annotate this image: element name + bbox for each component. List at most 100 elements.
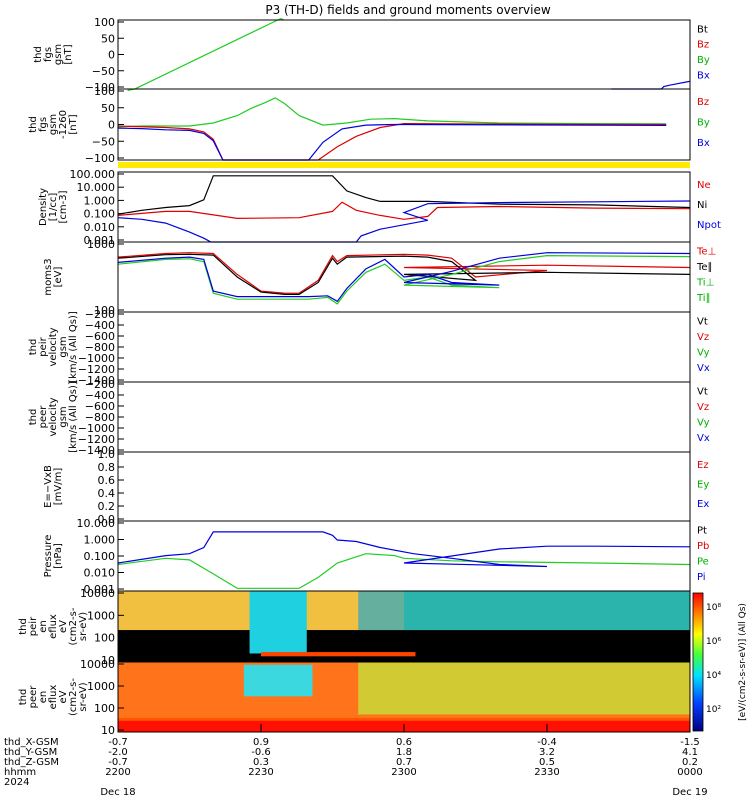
y-axis-label-line: eV xyxy=(58,690,69,703)
y-axis-label-line: Density xyxy=(38,188,49,226)
y-axis-label-line: thd xyxy=(18,689,29,706)
y-tick-label: 10000 xyxy=(80,587,115,600)
y-axis-label-line: [mV/m] xyxy=(53,468,64,506)
y-axis-label: Pressure[nPa] xyxy=(43,535,64,578)
y-axis-label: thdpeervelocitygsm[km/s (All Qs)] xyxy=(28,381,79,453)
y-axis-label: thdfgsgsm-1260[nT] xyxy=(28,110,79,139)
colorbar-ramp xyxy=(692,592,704,732)
panel-frame xyxy=(117,311,691,383)
legend-entry: Pb xyxy=(697,541,709,552)
orbit-value: 0.3 xyxy=(253,757,269,768)
y-axis-label-line: peir xyxy=(38,336,49,356)
y-axis-label: thdpeirvelocitygsm[km/s (All Qs)] xyxy=(28,311,79,383)
y-tick-label: −400 xyxy=(85,319,115,332)
legend-entry: Vt xyxy=(697,316,708,327)
legend-entry: Ey xyxy=(697,479,709,490)
y-tick-label: 0 xyxy=(108,49,115,62)
legend-entry: Ti⊥ xyxy=(696,278,714,289)
colorbar: 10⁸ 10⁶ 10⁴ 10² [eV/(cm2-s-sr-eV)] (All Qs) xyxy=(692,592,748,732)
y-tick-label: −1200 xyxy=(78,433,115,446)
y-tick-label: 0.010 xyxy=(84,567,116,580)
orbit-value: 2200 xyxy=(105,767,130,778)
y-tick-label: 0.8 xyxy=(98,461,116,474)
yellow-flag-strip xyxy=(118,162,690,168)
orbit-value: 4.1 xyxy=(682,747,698,758)
y-tick-label: 10.000 xyxy=(77,181,116,194)
orbit-value: 2230 xyxy=(248,767,273,778)
y-tick-label: −1400 xyxy=(78,444,115,457)
panel-pressure: 10.0001.0000.1000.0100.001Pressure[nPa]P… xyxy=(43,517,709,596)
y-tick-label: 100 xyxy=(94,632,115,645)
y-tick-label: 0.001 xyxy=(84,583,116,596)
series-line-temp-0 xyxy=(117,252,690,294)
y-axis-label-line: thd xyxy=(28,116,39,133)
y-tick-label: 1000 xyxy=(87,238,115,251)
y-axis-label-line: [1/cc] xyxy=(48,193,59,222)
y-axis-label-line: [cm-3] xyxy=(58,190,69,223)
y-axis-label-line: -1260 xyxy=(58,110,69,139)
y-axis-label-line: (cm2-s- xyxy=(68,607,79,645)
orbit-value: 0.5 xyxy=(539,757,555,768)
orbit-value: -0.6 xyxy=(251,747,271,758)
legend-entry: Vz xyxy=(697,402,709,413)
y-axis-label-line: thd xyxy=(18,618,29,635)
y-tick-label: −400 xyxy=(85,389,115,402)
colorbar-tick-label: 10⁶ xyxy=(706,637,721,647)
y-axis-label-line: en xyxy=(38,620,49,633)
panel-peer-vel: −200−400−600−800−1000−1200−1400thdpeerve… xyxy=(28,378,710,457)
legend-entry: Ez xyxy=(697,460,709,471)
legend-entry: Vy xyxy=(697,418,710,429)
orbit-row-label: thd_Y-GSM xyxy=(4,747,57,758)
y-axis-label-line: [nPa] xyxy=(53,543,64,569)
panel-frame xyxy=(117,171,691,243)
series-line-fgs-dc-0 xyxy=(117,97,667,128)
orbit-value: -0.7 xyxy=(108,737,128,748)
y-axis-label: thdfgsgsm[nT] xyxy=(33,44,74,65)
orbit-value: 3.2 xyxy=(539,747,555,758)
y-tick-label: −1000 xyxy=(78,352,115,365)
y-axis-label-line: [eV] xyxy=(53,267,64,288)
y-tick-label: 0.100 xyxy=(84,208,116,221)
series-line-pressure-1 xyxy=(117,531,690,568)
legend-entry: Ne xyxy=(697,180,711,191)
y-tick-label: −600 xyxy=(85,400,115,413)
spectrogram-peer-spec xyxy=(118,662,690,732)
y-axis-label-line: eflux xyxy=(48,685,59,710)
series-line-density-1 xyxy=(117,201,690,220)
y-tick-label: −50 xyxy=(92,65,115,78)
y-axis-label-line: [km/s (All Qs)] xyxy=(68,311,79,383)
y-tick-label: 0.001 xyxy=(84,234,116,247)
panel-peer-spec: 10000 1000 100 10 thdpeerenefluxeV(cm2-s-sr-… xyxy=(18,658,691,737)
legend-entry: Npot xyxy=(697,220,721,231)
panel-frame xyxy=(117,451,691,522)
orbit-value: -0.7 xyxy=(108,757,128,768)
y-axis-label-line: velocity xyxy=(48,397,59,436)
y-axis-label-line: [km/s (All Qs)] xyxy=(68,381,79,453)
panel-frame xyxy=(117,520,691,592)
y-tick-label: 1000 xyxy=(87,609,115,622)
y-axis-label-line: fgs xyxy=(43,47,54,62)
legend-entry: Te∥ xyxy=(696,262,713,273)
panel-peir-vel: −200−400−600−800−1000−1200−1400thdpeirve… xyxy=(28,308,710,387)
orbit-row-label: thd_X-GSM xyxy=(4,737,59,748)
series-line-density-2 xyxy=(117,200,690,243)
legend-entry: Vy xyxy=(697,348,710,359)
y-tick-label: −100 xyxy=(85,152,115,165)
y-axis-label-line: eflux xyxy=(48,614,59,639)
y-tick-label: −1000 xyxy=(78,422,115,435)
legend-entry: Bt xyxy=(697,24,708,35)
y-tick-label: −200 xyxy=(85,378,115,391)
y-axis-label: moms3[eV] xyxy=(43,258,64,295)
orbit-value: 0.7 xyxy=(396,757,412,768)
y-tick-label: −600 xyxy=(85,330,115,343)
y-tick-label: −1400 xyxy=(78,374,115,387)
legend-entry: Ni xyxy=(697,200,707,211)
y-axis-label-line: sr-eV) xyxy=(78,612,89,641)
legend-entry: Vt xyxy=(697,386,708,397)
y-axis-label-line: thd xyxy=(28,339,39,356)
colorbar-tick-label: 10⁸ xyxy=(706,603,721,613)
panel-efield: 1.00.80.60.40.20.0 E=−VxB[mV/m] Ez Ey Ex xyxy=(43,448,709,526)
y-axis-label-line: E=−VxB xyxy=(43,465,54,508)
y-tick-label: 0.010 xyxy=(84,221,116,234)
legend-entry: By xyxy=(697,55,710,66)
